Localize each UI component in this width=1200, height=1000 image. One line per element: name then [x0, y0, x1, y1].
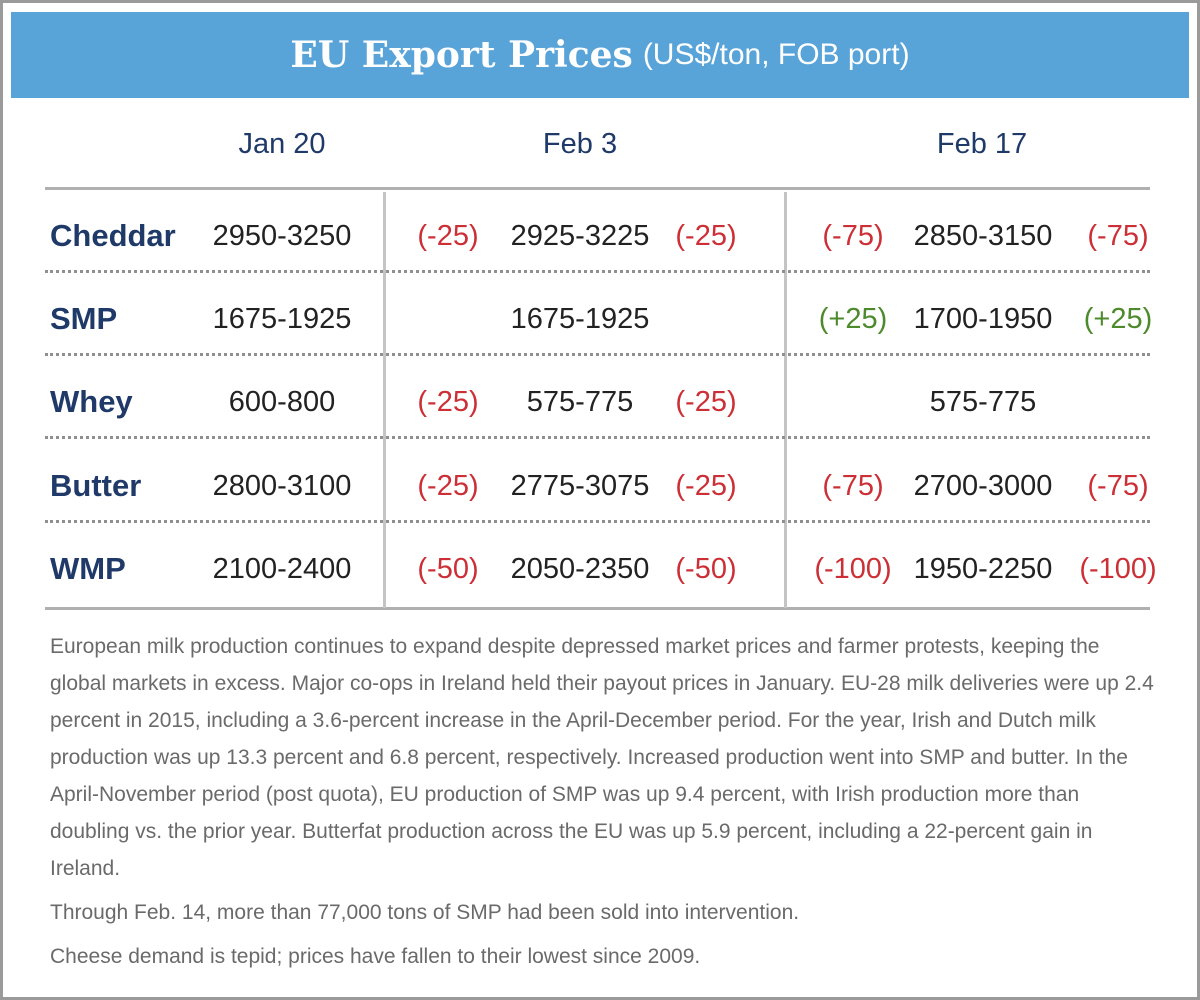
product-label: WMP — [50, 551, 126, 586]
commentary: European milk production continues to ex… — [50, 628, 1160, 982]
column-header-feb-3: Feb 3 — [542, 128, 618, 160]
column-header-feb-17: Feb 17 — [936, 128, 1028, 160]
price-change: (-25) — [675, 386, 737, 418]
price-change: (+25) — [818, 303, 888, 335]
price-change: (-25) — [417, 386, 479, 418]
price-range-jan-20: 2100-2400 — [212, 553, 352, 585]
note-paragraph: Through Feb. 14, more than 77,000 tons o… — [50, 901, 800, 924]
page-title: EU Export Prices — [290, 34, 633, 76]
column-header-jan-20: Jan 20 — [238, 128, 326, 160]
header-rule — [45, 187, 1150, 190]
price-change: (+25) — [1083, 303, 1153, 335]
table-bottom-rule — [45, 607, 1150, 610]
price-range-feb-3: 2050-2350 — [510, 553, 650, 585]
row-separator — [45, 436, 1150, 439]
product-label: Whey — [50, 384, 133, 419]
price-range-feb-3: 2925-3225 — [510, 220, 650, 252]
price-range-feb-17: 575-775 — [929, 386, 1037, 418]
product-label: SMP — [50, 301, 118, 336]
note-paragraph: European milk production continues to ex… — [50, 635, 1154, 880]
price-range-jan-20: 1675-1925 — [212, 303, 352, 335]
row-separator — [45, 520, 1150, 523]
product-label: Cheddar — [50, 218, 176, 253]
row-separator — [45, 270, 1150, 273]
price-change: (-75) — [822, 220, 884, 252]
price-range-feb-17: 1950-2250 — [913, 553, 1053, 585]
price-change: (-50) — [417, 553, 479, 585]
price-range-feb-17: 1700-1950 — [913, 303, 1053, 335]
row-separator — [45, 353, 1150, 356]
price-change: (-75) — [1087, 220, 1149, 252]
column-divider — [383, 192, 386, 608]
note-paragraph: Cheese demand is tepid; prices have fall… — [50, 945, 701, 968]
price-change: (-25) — [675, 470, 737, 502]
price-change: (-50) — [675, 553, 737, 585]
product-label: Butter — [50, 468, 142, 503]
price-change: (-100) — [1079, 553, 1157, 585]
price-range-jan-20: 2800-3100 — [212, 470, 352, 502]
price-range-jan-20: 2950-3250 — [212, 220, 352, 252]
price-change: (-25) — [417, 470, 479, 502]
price-change: (-25) — [417, 220, 479, 252]
price-change: (-100) — [814, 553, 892, 585]
price-range-feb-3: 1675-1925 — [510, 303, 650, 335]
price-change: (-75) — [822, 470, 884, 502]
page-subtitle: (US$/ton, FOB port) — [642, 38, 910, 71]
price-range-feb-17: 2700-3000 — [913, 470, 1053, 502]
price-range-jan-20: 600-800 — [228, 386, 336, 418]
column-divider — [784, 192, 787, 608]
price-range-feb-3: 2775-3075 — [510, 470, 650, 502]
price-change: (-25) — [675, 220, 737, 252]
price-range-feb-3: 575-775 — [526, 386, 634, 418]
price-range-feb-17: 2850-3150 — [913, 220, 1053, 252]
price-change: (-75) — [1087, 470, 1149, 502]
title-banner: EU Export Prices (US$/ton, FOB port) — [11, 12, 1189, 98]
